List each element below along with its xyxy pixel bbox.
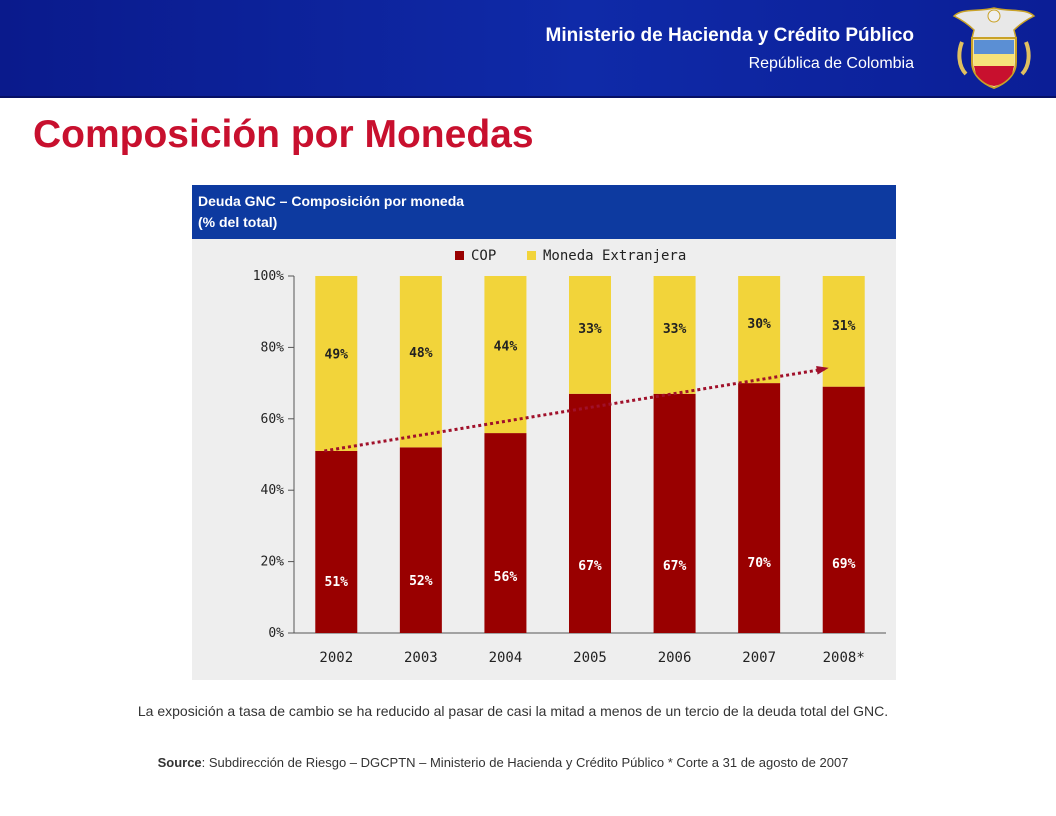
bar-cop <box>399 447 442 633</box>
legend-swatch-cop <box>455 251 464 260</box>
x-category-label: 2004 <box>489 650 523 666</box>
y-tick-label: 100% <box>253 269 284 284</box>
bar-foreign <box>822 276 865 387</box>
data-label-cop: 70% <box>747 556 771 571</box>
x-category-label: 2007 <box>742 650 776 666</box>
bar-foreign <box>315 276 358 451</box>
y-tick-label: 80% <box>261 340 285 355</box>
data-label-cop: 52% <box>409 574 433 589</box>
y-tick-label: 60% <box>261 412 285 427</box>
chart-header-subtitle: (% del total) <box>198 214 278 230</box>
bar-cop <box>822 386 865 633</box>
x-category-label: 2006 <box>658 650 692 666</box>
data-label-foreign: 44% <box>494 340 518 355</box>
bar-foreign <box>738 276 781 384</box>
chart-header: Deuda GNC – Composición por moneda (% de… <box>192 185 896 239</box>
bar-foreign <box>484 276 527 434</box>
x-category-label: 2003 <box>404 650 438 666</box>
legend-label-foreign: Moneda Extranjera <box>543 248 686 264</box>
source-label: Source <box>157 755 202 770</box>
page-title: Composición por Monedas <box>33 113 534 156</box>
chart-header-title: Deuda GNC – Composición por moneda <box>198 193 465 209</box>
header-bar: Ministerio de Hacienda y Crédito Público… <box>0 0 1056 98</box>
republic-name: República de Colombia <box>748 55 914 72</box>
data-label-cop: 69% <box>832 557 856 572</box>
y-tick-label: 20% <box>261 555 285 570</box>
bar-cop <box>653 393 696 633</box>
data-label-foreign: 30% <box>747 317 771 332</box>
ministry-name: Ministerio de Hacienda y Crédito Público <box>545 25 914 46</box>
y-tick-label: 40% <box>261 483 285 498</box>
data-label-foreign: 49% <box>325 348 349 363</box>
data-label-cop: 67% <box>663 559 687 574</box>
data-label-foreign: 33% <box>663 322 687 337</box>
chart-note: La exposición a tasa de cambio se ha red… <box>137 703 889 719</box>
stacked-bar-chart: COP Moneda Extranjera 0% 20% 40% 60% 80% 100% 51… <box>253 248 886 666</box>
trend-arrowhead <box>816 365 829 375</box>
bar-cop <box>484 433 527 633</box>
data-label-cop: 51% <box>325 575 349 590</box>
data-label-foreign: 31% <box>832 319 856 334</box>
chart-area: COP Moneda Extranjera 0% 20% 40% 60% 80% 100% 51… <box>192 239 896 680</box>
x-category-label: 2002 <box>319 650 353 666</box>
legend-label-cop: COP <box>471 248 496 264</box>
bar-foreign <box>399 276 442 448</box>
x-category-label: 2005 <box>573 650 607 666</box>
data-label-cop: 56% <box>494 570 518 585</box>
legend-swatch-foreign <box>527 251 536 260</box>
data-label-cop: 67% <box>578 559 602 574</box>
y-tick-label: 0% <box>268 626 284 641</box>
data-label-foreign: 48% <box>409 346 433 361</box>
source-text: : Subdirección de Riesgo – DGCPTN – Mini… <box>201 755 849 770</box>
bar-foreign <box>569 276 611 394</box>
bar-cop <box>315 450 358 633</box>
bar-cop <box>569 393 611 633</box>
source-note: Source: Subdirección de Riesgo – DGCPTN … <box>123 755 883 770</box>
bar-foreign <box>653 276 696 394</box>
x-category-label: 2008* <box>823 650 865 666</box>
data-label-foreign: 33% <box>578 322 602 337</box>
trend-line <box>324 367 826 453</box>
bar-cop <box>738 383 781 633</box>
coat-of-arms-icon <box>952 7 1036 90</box>
